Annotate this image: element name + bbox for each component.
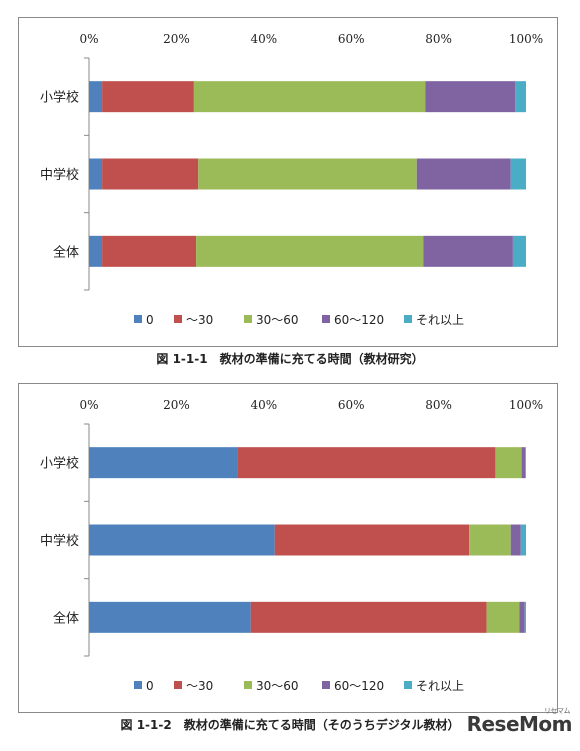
- chart-2-tick-label: 40%: [250, 398, 277, 412]
- chart-1-bar-全体-series-1: [102, 235, 197, 267]
- chart-2-tick-label: 60%: [338, 398, 365, 412]
- chart-2-legend-swatch: [404, 681, 412, 689]
- chart-1-legend-swatch: [404, 315, 412, 323]
- chart-2-legend-label: ～30: [186, 679, 213, 693]
- chart-panel-2: 0% 20% 40% 60% 80% 100% 小学校中学校全体 0 ～30 30～60 60～12…: [18, 383, 558, 713]
- chart-2-legend-swatch: [174, 681, 182, 689]
- chart-1-bar-小学校-series-4: [515, 81, 526, 113]
- chart-2-bar-中学校-series-2: [469, 524, 511, 556]
- chart-1-category-label: 全体: [53, 244, 79, 260]
- chart-1-bar-小学校-series-3: [425, 81, 516, 113]
- chart-1-legend-swatch: [174, 315, 182, 323]
- chart-2-bar-中学校-series-0: [89, 524, 275, 556]
- chart-2-legend-swatch: [322, 681, 330, 689]
- chart-2-category-label: 中学校: [40, 533, 79, 549]
- chart-2-bar-全体-series-1: [250, 601, 487, 633]
- chart-1-legend-label: 60～120: [334, 313, 384, 327]
- chart-2-legend-label: 0: [146, 679, 154, 693]
- chart-1-tick-label: 0%: [79, 32, 98, 46]
- chart-1-legend-label: ～30: [186, 313, 213, 327]
- chart-2-legend-label: 30～60: [256, 679, 299, 693]
- chart-2-legend-swatch: [244, 681, 252, 689]
- chart-1-tick-label: 100%: [509, 32, 543, 46]
- chart-1-legend-swatch: [134, 315, 142, 323]
- chart-2-bar-中学校-series-4: [520, 524, 526, 556]
- chart-2-bar-小学校-series-3: [521, 447, 526, 479]
- chart-2-bar-全体-series-2: [486, 601, 520, 633]
- chart-1-legend-swatch: [322, 315, 330, 323]
- chart-2-category-label: 全体: [53, 610, 79, 626]
- chart-2-bar-全体-series-0: [89, 601, 251, 633]
- chart-1-legend-label: それ以上: [416, 313, 464, 327]
- watermark-logo: ReseMom リセマム: [466, 707, 573, 736]
- chart-2-tick-label: 100%: [509, 398, 543, 412]
- chart-2-bar-小学校-series-2: [495, 447, 522, 479]
- chart-1-tick-label: 40%: [250, 32, 277, 46]
- chart-1-bar-中学校-series-1: [102, 158, 199, 190]
- chart-1-tick-label: 20%: [163, 32, 190, 46]
- chart-2-bar-全体-series-4: [524, 601, 526, 633]
- chart-1-tick-label: 60%: [338, 32, 365, 46]
- chart-1-bar-中学校-series-4: [510, 158, 526, 190]
- chart-1-bar-中学校-series-3: [416, 158, 511, 190]
- chart-1-bar-中学校-series-0: [89, 158, 103, 190]
- chart-2-tick-label: 0%: [79, 398, 98, 412]
- chart-2-bar-中学校-series-1: [274, 524, 470, 556]
- chart-2-tick-label: 80%: [425, 398, 452, 412]
- chart-2-bar-中学校-series-3: [510, 524, 521, 556]
- chart-1-legend-label: 30～60: [256, 313, 299, 327]
- chart-2-legend-label: それ以上: [416, 679, 464, 693]
- chart-2-bar-小学校-series-4: [525, 447, 526, 479]
- chart-2-legend-label: 60～120: [334, 679, 384, 693]
- chart-1-bar-中学校-series-2: [198, 158, 417, 190]
- watermark-text: ReseMom: [466, 712, 573, 736]
- chart-1-legend-swatch: [244, 315, 252, 323]
- chart-1-bar-小学校-series-2: [193, 81, 426, 113]
- watermark-subtext: リセマム: [544, 707, 571, 715]
- chart-2-caption: 図 1-1-2 教材の準備に充てる時間（そのうちデジタル教材）: [120, 718, 460, 732]
- chart-1-bar-全体-series-0: [89, 235, 103, 267]
- chart-1-legend-label: 0: [146, 313, 154, 327]
- chart-1-bar-小学校-series-1: [102, 81, 194, 113]
- chart-2-tick-label: 20%: [163, 398, 190, 412]
- chart-1-tick-label: 80%: [425, 32, 452, 46]
- chart-2-category-label: 小学校: [40, 456, 79, 472]
- chart-1-category-label: 中学校: [40, 167, 79, 183]
- chart-1-bar-小学校-series-0: [89, 81, 103, 113]
- chart-2-bar-全体-series-3: [519, 601, 525, 633]
- chart-2-legend-swatch: [134, 681, 142, 689]
- chart-1-bar-全体-series-2: [196, 235, 424, 267]
- chart-panel-1: 0% 20% 40% 60% 80% 100% 小学校中学校全体 0 ～30 30～60 60～12…: [18, 17, 558, 347]
- chart-1-caption: 図 1-1-1 教材の準備に充てる時間（教材研究）: [156, 352, 424, 366]
- chart-2-bar-小学校-series-0: [89, 447, 238, 479]
- chart-1-category-label: 小学校: [40, 90, 79, 106]
- chart-1-bar-全体-series-3: [423, 235, 513, 267]
- chart-2-bar-小学校-series-1: [237, 447, 496, 479]
- chart-1-bar-全体-series-4: [512, 235, 526, 267]
